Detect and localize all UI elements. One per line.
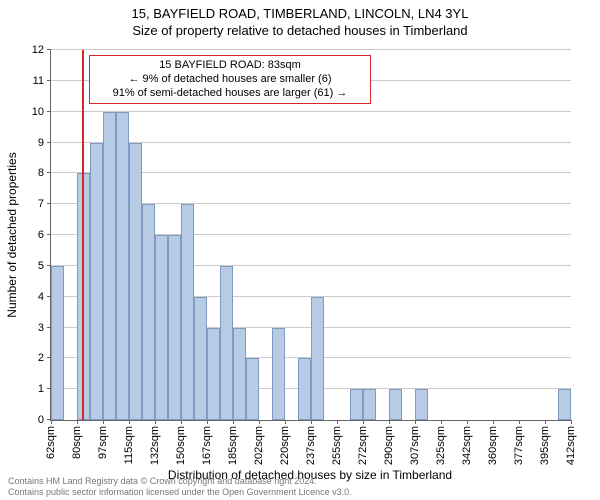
y-tick-label: 8 — [0, 167, 44, 179]
histogram-bar — [272, 328, 285, 421]
copyright-line-1: Contains HM Land Registry data © Crown c… — [8, 476, 352, 487]
y-tick-mark — [47, 80, 51, 81]
reference-line — [82, 50, 84, 420]
y-tick-label: 2 — [0, 352, 44, 364]
x-tick-label: 325sqm — [435, 420, 447, 465]
x-tick-label: 412sqm — [565, 420, 577, 465]
x-tick-label: 237sqm — [305, 420, 317, 465]
x-tick-label: 377sqm — [513, 420, 525, 465]
x-tick-label: 115sqm — [123, 420, 135, 464]
x-tick-label: 167sqm — [201, 420, 213, 465]
y-tick-label: 3 — [0, 322, 44, 334]
histogram-bar — [129, 143, 142, 421]
histogram-bar — [389, 389, 402, 420]
histogram-bar — [246, 358, 259, 420]
y-tick-label: 4 — [0, 291, 44, 303]
histogram-bar — [181, 204, 194, 420]
histogram-bar — [51, 266, 64, 420]
x-tick-label: 290sqm — [383, 420, 395, 465]
x-tick-label: 360sqm — [487, 420, 499, 465]
x-tick-label: 272sqm — [357, 420, 369, 465]
histogram-bar — [311, 297, 324, 420]
histogram-bar — [90, 143, 103, 421]
chart-title-line2: Size of property relative to detached ho… — [0, 23, 600, 40]
y-tick-mark — [47, 142, 51, 143]
histogram-bar — [155, 235, 168, 420]
chart-title-line1: 15, BAYFIELD ROAD, TIMBERLAND, LINCOLN, … — [0, 6, 600, 23]
copyright-line-2: Contains public sector information licen… — [8, 487, 352, 498]
y-tick-mark — [47, 234, 51, 235]
histogram-bar — [103, 112, 116, 420]
histogram-bar — [415, 389, 428, 420]
y-tick-mark — [47, 49, 51, 50]
y-tick-label: 0 — [0, 414, 44, 426]
annotation-line-3: 91% of semi-detached houses are larger (… — [96, 87, 364, 101]
histogram-bar — [233, 328, 246, 421]
y-tick-label: 11 — [0, 75, 44, 87]
x-tick-label: 342sqm — [461, 420, 473, 465]
x-tick-label: 97sqm — [97, 420, 109, 459]
gridline-h — [51, 49, 571, 50]
plot-area: 15 BAYFIELD ROAD: 83sqm ← 9% of detached… — [50, 50, 571, 421]
histogram-bar — [220, 266, 233, 420]
x-tick-label: 395sqm — [539, 420, 551, 465]
y-tick-label: 5 — [0, 260, 44, 272]
histogram-bar — [363, 389, 376, 420]
y-tick-mark — [47, 111, 51, 112]
y-tick-label: 1 — [0, 383, 44, 395]
y-tick-label: 10 — [0, 106, 44, 118]
y-tick-mark — [47, 203, 51, 204]
y-tick-label: 6 — [0, 229, 44, 241]
x-tick-label: 307sqm — [409, 420, 421, 465]
annotation-line-2: ← 9% of detached houses are smaller (6) — [96, 73, 364, 87]
histogram-bar — [116, 112, 129, 420]
y-tick-mark — [47, 172, 51, 173]
histogram-bar — [350, 389, 363, 420]
histogram-bar — [558, 389, 571, 420]
x-tick-label: 220sqm — [279, 420, 291, 465]
x-tick-label: 132sqm — [149, 420, 161, 465]
x-tick-label: 80sqm — [71, 420, 83, 459]
x-tick-label: 255sqm — [331, 420, 343, 465]
histogram-bar — [194, 297, 207, 420]
copyright-block: Contains HM Land Registry data © Crown c… — [8, 476, 352, 498]
x-tick-label: 185sqm — [227, 420, 239, 465]
y-tick-label: 9 — [0, 137, 44, 149]
annotation-box: 15 BAYFIELD ROAD: 83sqm ← 9% of detached… — [89, 55, 371, 104]
annotation-line-1: 15 BAYFIELD ROAD: 83sqm — [96, 59, 364, 73]
histogram-bar — [207, 328, 220, 421]
y-tick-label: 12 — [0, 44, 44, 56]
histogram-bar — [142, 204, 155, 420]
x-tick-label: 202sqm — [253, 420, 265, 465]
gridline-h — [51, 111, 571, 112]
histogram-bar — [168, 235, 181, 420]
chart-title-block: 15, BAYFIELD ROAD, TIMBERLAND, LINCOLN, … — [0, 6, 600, 40]
histogram-bar — [298, 358, 311, 420]
x-tick-label: 62sqm — [45, 420, 57, 459]
y-tick-label: 7 — [0, 198, 44, 210]
x-tick-label: 150sqm — [175, 420, 187, 465]
